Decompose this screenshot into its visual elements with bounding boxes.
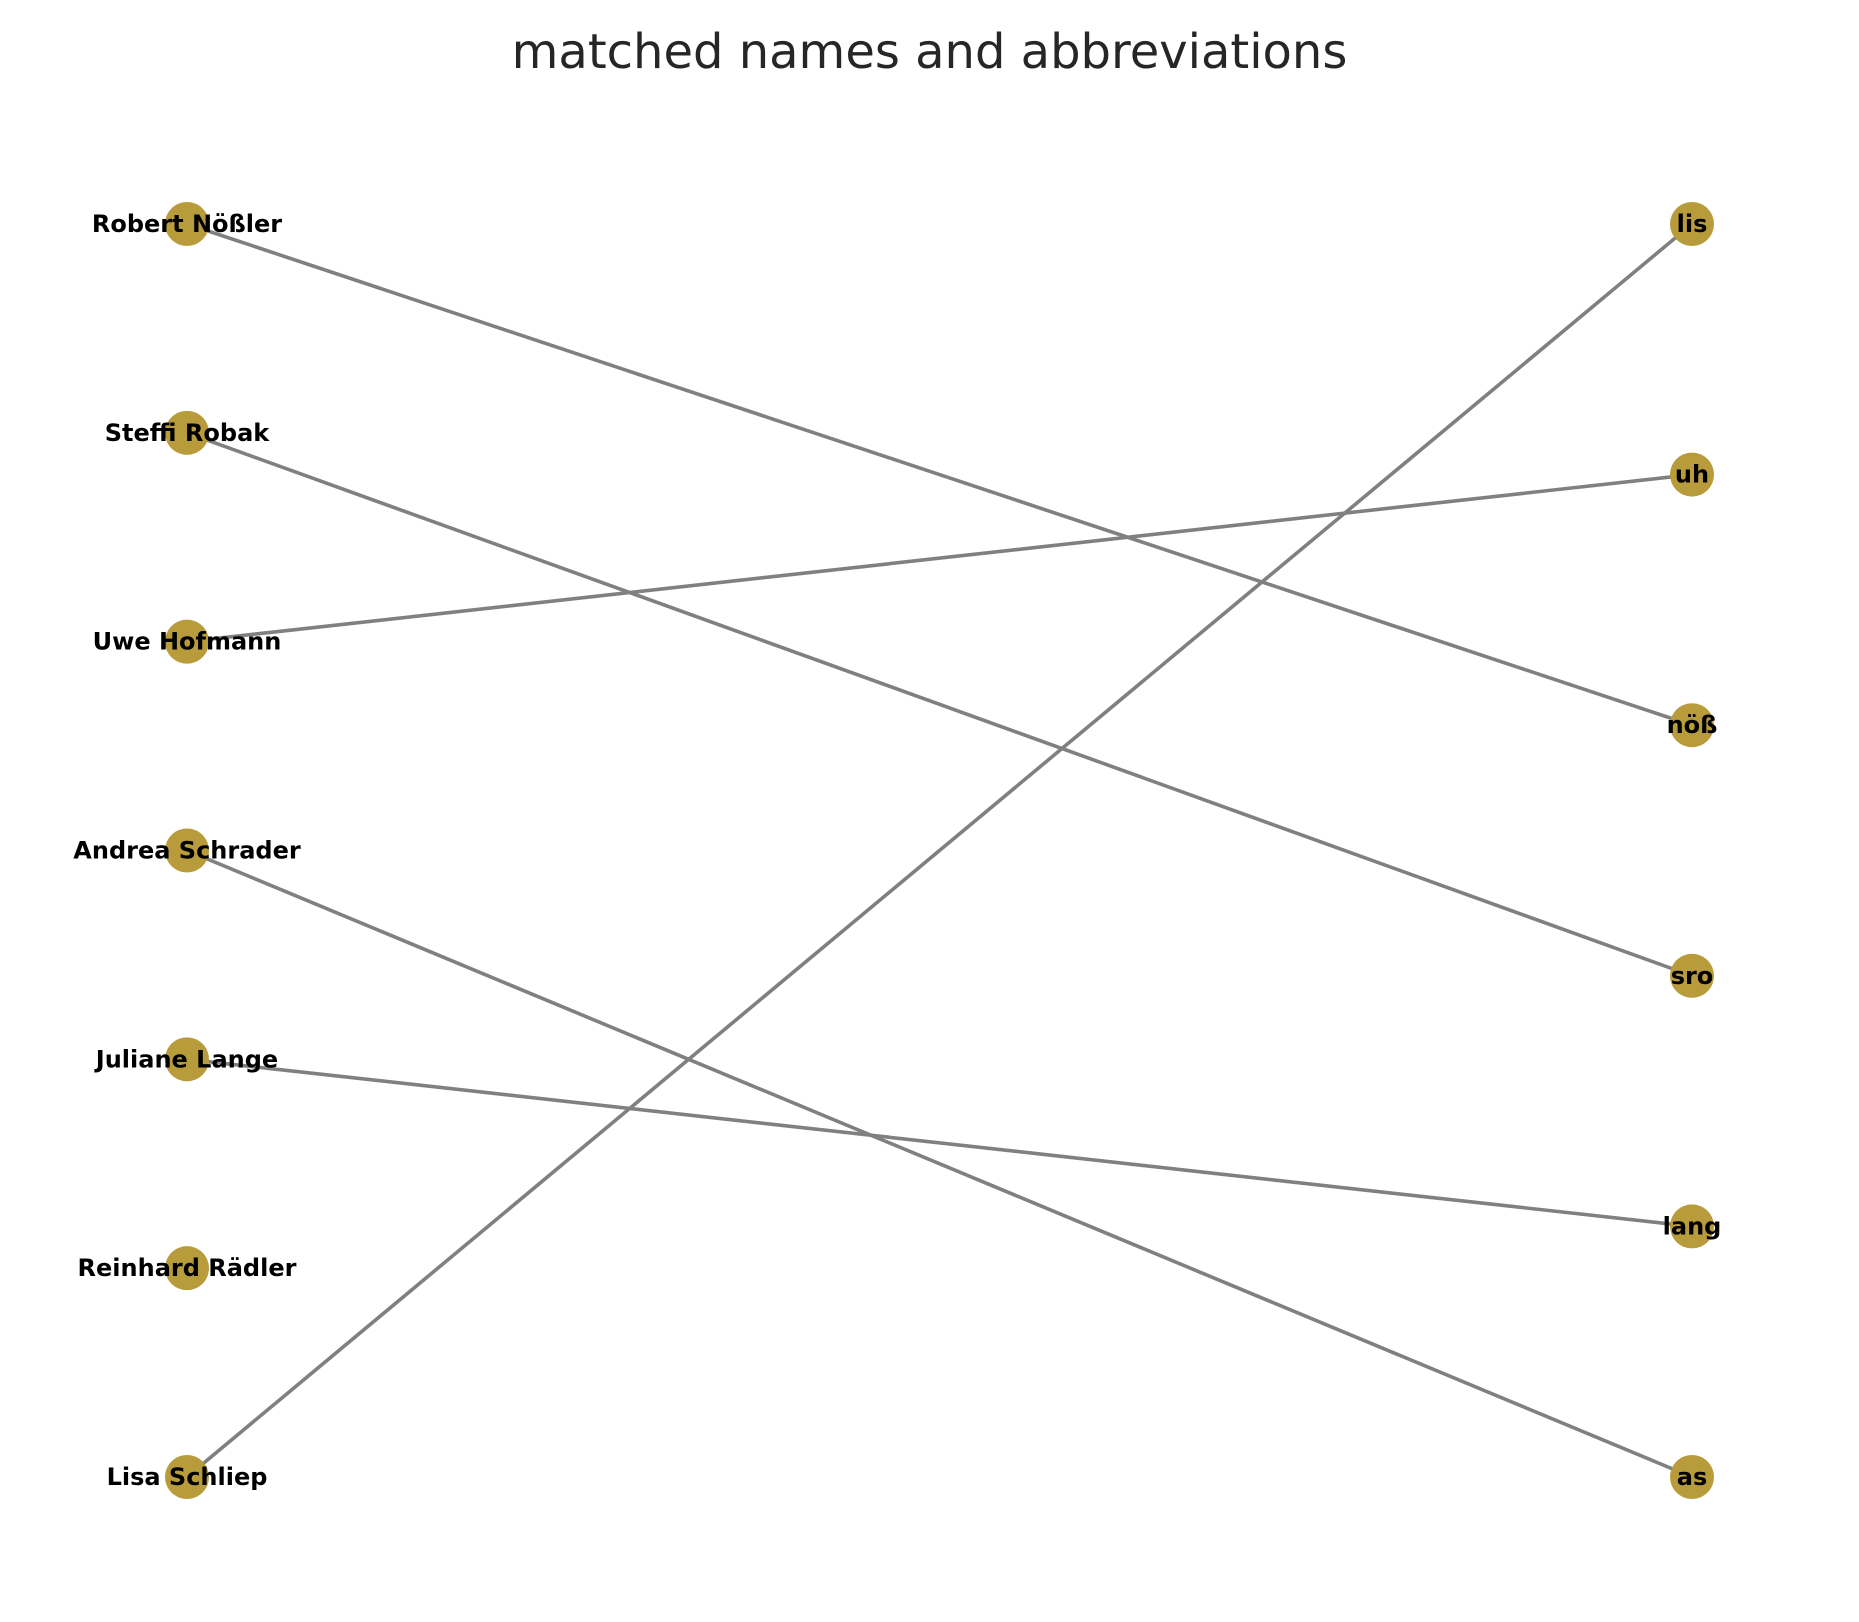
node-steffi-robak [165,410,209,455]
node-label-reinhard-radler: Reinhard Rädler [78,1254,297,1282]
node-label-uh: uh [1675,461,1709,489]
nodes-layer [165,202,1714,1499]
node-label-juliane-lange: Juliane Lange [94,1045,278,1073]
node-label-andrea-schrader: Andrea Schrader [73,837,301,865]
node-label-robert-nossler: Robert Nößler [92,210,282,238]
node-label-lisa-schliep: Lisa Schliep [107,1463,268,1491]
node-label-steffi-robak: Steffi Robak [105,419,271,447]
node-as [1670,1455,1714,1499]
node-label-lang: lang [1663,1212,1722,1240]
node-label-lis: lis [1677,210,1708,238]
node-label-sro: sro [1671,962,1714,990]
edge-steffi-robak-to-sro [185,431,1694,978]
edge-lisa-schliep-to-lis [185,222,1694,1479]
node-robert-nossler [165,202,209,246]
node-lisa-schliep [165,1455,209,1499]
labels-layer: Robert Nößler Steffi Robak Uwe Hofmann Andr… [73,210,1721,1491]
node-label-as: as [1677,1463,1707,1491]
edges-layer [185,222,1694,1479]
node-uwe-hofmann [165,619,209,664]
node-label-noss: nöß [1667,711,1718,739]
node-juliane-lange [165,1037,209,1082]
node-uh [1670,452,1714,497]
node-lang [1670,1204,1714,1249]
node-lis [1670,202,1714,246]
node-reinhard-radler [165,1246,209,1291]
edge-uwe-hofmann-to-uh [185,472,1694,644]
node-label-uwe-hofmann: Uwe Hofmann [93,628,282,656]
node-andrea-schrader [165,828,209,873]
node-sro [1670,953,1714,998]
node-noss [1670,703,1714,748]
edge-robert-nossler-to-noss [185,222,1694,728]
edge-juliane-lange-to-lang [185,1057,1694,1229]
diagram-title: matched names and abbreviations [512,24,1348,80]
edge-andrea-schrader-to-as [185,848,1694,1479]
